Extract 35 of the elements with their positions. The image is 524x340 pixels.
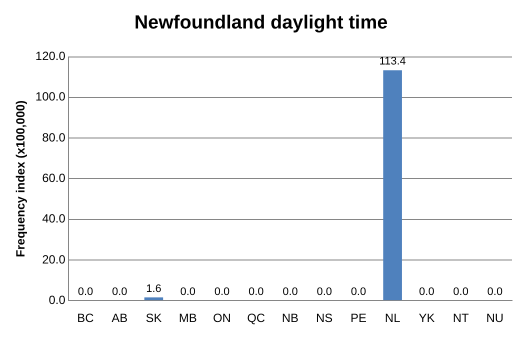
y-tick-label: 20.0 xyxy=(42,252,66,266)
x-tick-label: YK xyxy=(418,311,435,326)
data-label: 0.0 xyxy=(487,286,503,298)
data-label: 113.4 xyxy=(379,56,406,68)
x-tick-label: BC xyxy=(77,311,94,326)
data-label: 0.0 xyxy=(316,286,332,298)
x-tick-label: MB xyxy=(178,311,197,326)
data-label: 0.0 xyxy=(453,286,468,298)
x-tick-label: NU xyxy=(486,311,504,326)
x-tick-label: QC xyxy=(247,311,266,326)
y-tick-label: 80.0 xyxy=(42,130,66,144)
x-tick-label: AB xyxy=(112,311,128,326)
data-label: 0.0 xyxy=(248,286,264,298)
x-tick-label: NL xyxy=(384,311,401,326)
x-tick-label: NT xyxy=(452,311,470,326)
y-tick-label: 60.0 xyxy=(42,171,66,186)
data-label: 0.0 xyxy=(350,286,366,298)
y-tick-label: 40.0 xyxy=(42,212,66,226)
y-axis-title: Frequency index (x100,000) xyxy=(14,100,28,258)
x-tick-label: NS xyxy=(316,311,333,326)
chart-title: Newfoundland daylight time xyxy=(134,12,388,34)
data-label: 1.6 xyxy=(146,282,162,295)
data-label: 0.0 xyxy=(112,286,128,298)
x-tick-label: NB xyxy=(282,311,299,326)
x-tick-label: ON xyxy=(212,311,231,326)
data-label: 0.0 xyxy=(282,286,298,298)
data-label: 0.0 xyxy=(419,286,434,298)
x-tick-label: SK xyxy=(146,311,162,326)
x-tick-label: PE xyxy=(350,311,366,326)
y-tick-label: 120.0 xyxy=(35,49,66,64)
data-label: 0.0 xyxy=(214,286,230,298)
y-tick-label: 0.0 xyxy=(48,292,66,307)
data-label: 0.0 xyxy=(78,286,94,298)
y-tick-label: 100.0 xyxy=(35,90,66,104)
data-label: 0.0 xyxy=(180,286,196,298)
